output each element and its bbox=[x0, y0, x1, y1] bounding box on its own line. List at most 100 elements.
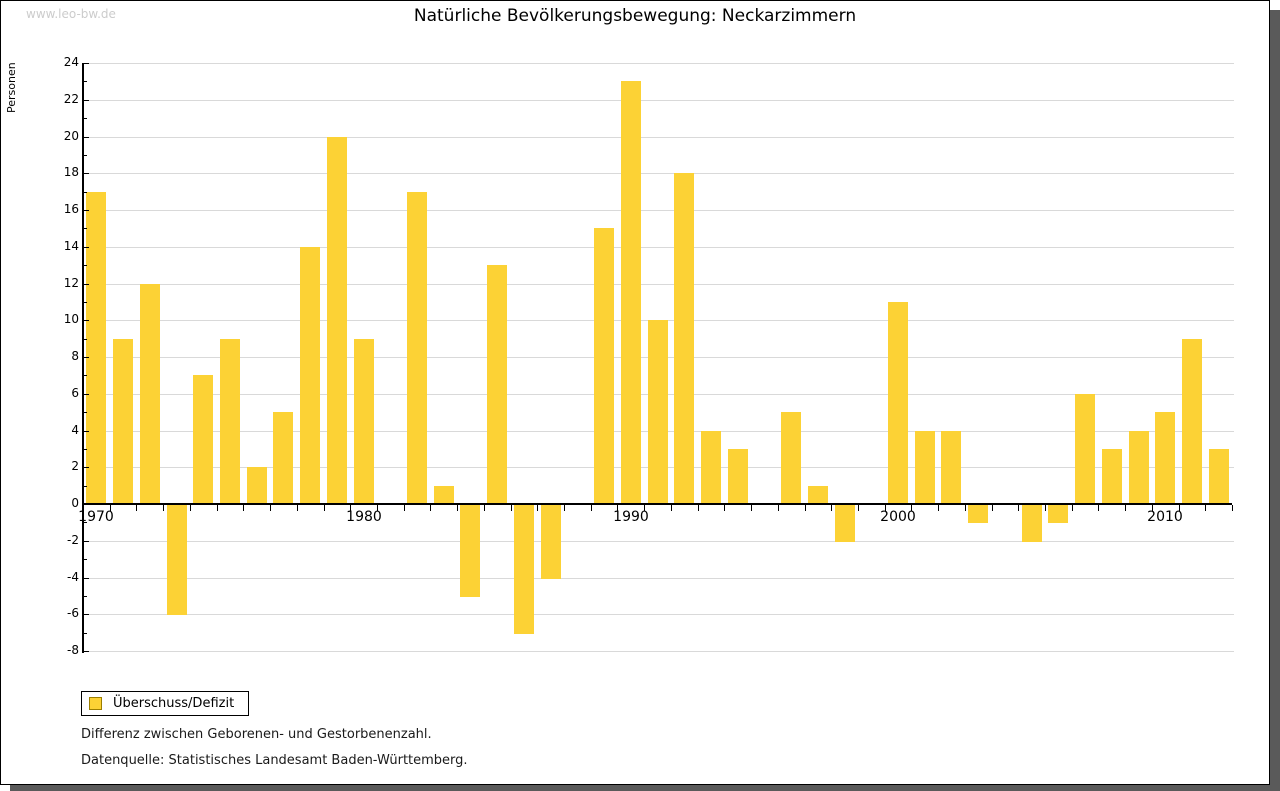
x-tick-3 bbox=[163, 505, 164, 511]
y-tick-label-14: 14 bbox=[63, 239, 79, 253]
bar-1987[interactable] bbox=[541, 505, 561, 579]
x-tick-8 bbox=[297, 505, 298, 511]
x-tick-17 bbox=[537, 505, 538, 511]
y-tick-label-8: 8 bbox=[71, 349, 79, 363]
x-tick-1 bbox=[110, 505, 111, 511]
bar-1982[interactable] bbox=[407, 192, 427, 504]
x-tick-42 bbox=[1205, 505, 1206, 511]
x-tick-28 bbox=[831, 505, 832, 511]
bar-2005[interactable] bbox=[1022, 505, 1042, 542]
bar-1977[interactable] bbox=[273, 412, 293, 504]
legend-swatch-icon bbox=[89, 697, 102, 710]
gridline-y-18 bbox=[83, 173, 1234, 174]
y-tick--4 bbox=[84, 578, 89, 579]
y-tick-5 bbox=[84, 412, 87, 413]
x-tick-7 bbox=[270, 505, 271, 511]
x-tick-35 bbox=[1018, 505, 1019, 511]
x-tick-39 bbox=[1125, 505, 1126, 511]
bar-2007[interactable] bbox=[1075, 394, 1095, 504]
x-tick-15 bbox=[484, 505, 485, 511]
y-tick--1 bbox=[84, 522, 87, 523]
y-tick-12 bbox=[84, 284, 89, 285]
bar-2010[interactable] bbox=[1155, 412, 1175, 504]
y-tick--6 bbox=[84, 614, 89, 615]
bar-1972[interactable] bbox=[140, 284, 160, 505]
y-tick-8 bbox=[84, 357, 89, 358]
gridline-y-12 bbox=[83, 284, 1234, 285]
y-tick-21 bbox=[84, 118, 87, 119]
x-tick-29 bbox=[858, 505, 859, 511]
bar-2009[interactable] bbox=[1129, 431, 1149, 505]
legend-box: Überschuss/Defizit bbox=[81, 691, 250, 716]
bar-1994[interactable] bbox=[728, 449, 748, 504]
y-tick-4 bbox=[84, 431, 89, 432]
gridline-y-22 bbox=[83, 100, 1234, 101]
bar-1984[interactable] bbox=[460, 505, 480, 597]
bar-2001[interactable] bbox=[915, 431, 935, 505]
y-tick-label-24: 24 bbox=[63, 55, 79, 69]
y-tick-23 bbox=[84, 81, 87, 82]
y-tick-20 bbox=[84, 137, 89, 138]
x-tick-26 bbox=[778, 505, 779, 511]
bar-1991[interactable] bbox=[648, 320, 668, 504]
bar-1990[interactable] bbox=[621, 81, 641, 504]
x-tick-23 bbox=[698, 505, 699, 511]
bar-1998[interactable] bbox=[835, 505, 855, 542]
bar-2008[interactable] bbox=[1102, 449, 1122, 504]
x-tick-6 bbox=[243, 505, 244, 511]
bar-2011[interactable] bbox=[1182, 339, 1202, 504]
y-tick-label--6: -6 bbox=[67, 606, 79, 620]
gridline-y--4 bbox=[83, 578, 1234, 579]
bar-2012[interactable] bbox=[1209, 449, 1229, 504]
x-tick-38 bbox=[1098, 505, 1099, 511]
bar-2002[interactable] bbox=[941, 431, 961, 505]
bar-1985[interactable] bbox=[487, 265, 507, 504]
x-tick-21 bbox=[644, 505, 645, 511]
y-tick--3 bbox=[84, 559, 87, 560]
bar-1974[interactable] bbox=[193, 375, 213, 504]
x-tick-4 bbox=[190, 505, 191, 511]
y-tick-label-16: 16 bbox=[63, 202, 79, 216]
y-tick-label-0: 0 bbox=[71, 496, 79, 510]
y-tick-9 bbox=[84, 339, 87, 340]
bar-1980[interactable] bbox=[354, 339, 374, 504]
bar-1973[interactable] bbox=[167, 505, 187, 615]
y-tick-3 bbox=[84, 449, 87, 450]
y-tick-6 bbox=[84, 394, 89, 395]
bar-1976[interactable] bbox=[247, 467, 267, 504]
x-axis-label-1970: 1970 bbox=[78, 509, 114, 525]
x-tick-5 bbox=[217, 505, 218, 511]
gridline-y-14 bbox=[83, 247, 1234, 248]
gridline-y-20 bbox=[83, 137, 1234, 138]
bar-1997[interactable] bbox=[808, 486, 828, 504]
frame-shadow-right bbox=[1270, 10, 1280, 791]
y-tick-11 bbox=[84, 302, 87, 303]
x-tick-24 bbox=[724, 505, 725, 511]
y-tick-14 bbox=[84, 247, 89, 248]
gridline-y--2 bbox=[83, 541, 1234, 542]
x-tick-2 bbox=[136, 505, 137, 511]
bar-1975[interactable] bbox=[220, 339, 240, 504]
bar-2003[interactable] bbox=[968, 505, 988, 523]
x-tick-10 bbox=[350, 505, 351, 511]
bar-1978[interactable] bbox=[300, 247, 320, 504]
bar-2006[interactable] bbox=[1048, 505, 1068, 523]
bar-1986[interactable] bbox=[514, 505, 534, 634]
bar-1989[interactable] bbox=[594, 228, 614, 504]
chart-title: Natürliche Bevölkerungsbewegung: Neckarz… bbox=[413, 6, 857, 26]
bar-1971[interactable] bbox=[113, 339, 133, 504]
bar-2000[interactable] bbox=[888, 302, 908, 504]
x-tick-32 bbox=[938, 505, 939, 511]
y-tick-label--2: -2 bbox=[67, 533, 79, 547]
bar-1979[interactable] bbox=[327, 137, 347, 505]
bar-1993[interactable] bbox=[701, 431, 721, 505]
bar-1996[interactable] bbox=[781, 412, 801, 504]
bar-1992[interactable] bbox=[674, 173, 694, 504]
legend-label: Überschuss/Defizit bbox=[113, 696, 235, 711]
bar-1970[interactable] bbox=[86, 192, 106, 504]
y-tick-17 bbox=[84, 192, 87, 193]
x-tick-13 bbox=[430, 505, 431, 511]
bar-1983[interactable] bbox=[434, 486, 454, 504]
